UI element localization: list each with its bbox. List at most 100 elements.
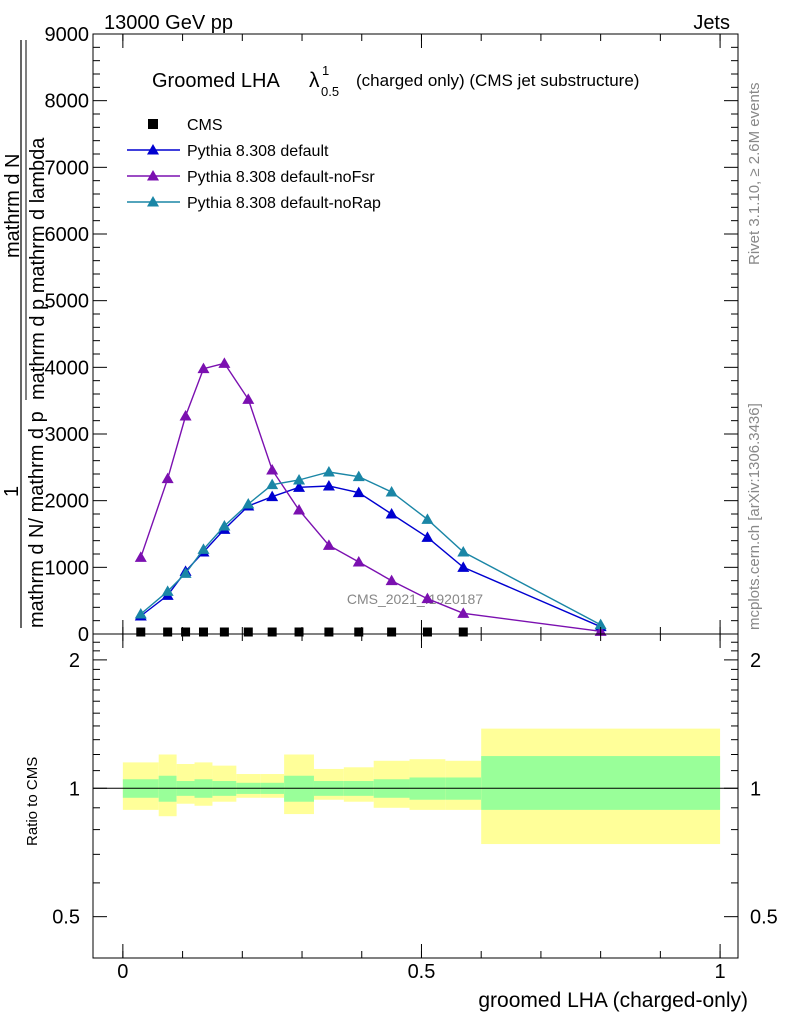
series-point-2-9 (352, 556, 365, 567)
main-title-group: Groomed LHA λ 1 0.5 (charged only) (CMS jet … (152, 63, 639, 99)
y-tick-label: 0 (78, 624, 89, 646)
series-point-3-9 (352, 470, 365, 482)
series-point-2-12 (457, 607, 470, 618)
series-point-2-6 (266, 464, 279, 475)
series-point-3-11 (421, 513, 434, 524)
legend-marker-1 (147, 144, 159, 155)
header-right: Jets (693, 12, 730, 34)
series-point-3-5 (242, 498, 255, 509)
series-point-2-11 (421, 592, 434, 604)
main-plot-background (93, 34, 738, 634)
x-tick-label: 0.5 (408, 961, 436, 983)
legend-label-1: Pythia 8.308 default (187, 143, 329, 160)
data-point-8 (324, 627, 334, 637)
main-watermark-group: CMS_2021_I1920187 (347, 591, 483, 607)
watermark-label: CMS_2021_I1920187 (347, 591, 483, 607)
series-point-2-0 (134, 551, 147, 562)
ratio-plot-frame (92, 633, 739, 959)
series-point-1-12 (457, 561, 470, 572)
ratio-y-tick-label-left: 0.5 (52, 907, 80, 929)
legend-label-0: CMS (187, 117, 223, 134)
y-tick-label: 6000 (45, 224, 90, 246)
series-point-3-7 (293, 474, 306, 485)
series-point-2-7 (293, 504, 306, 515)
data-point-1 (163, 627, 173, 637)
y-tick-label: 3000 (45, 424, 90, 446)
series-point-2-2 (179, 410, 192, 421)
series-point-3-1 (161, 585, 174, 596)
legend: CMS Pythia 8.308 default Pythia 8.308 defa… (127, 117, 381, 212)
ratio-y-axis-label: Ratio to CMS (24, 757, 41, 846)
y-tick-label: 8000 (45, 91, 90, 113)
series-point-3-12 (457, 546, 470, 557)
series-point-2-8 (322, 539, 335, 550)
ratio-y-tick-label-right: 2 (750, 650, 761, 672)
x-axis-label: groomed LHA (charged-only) (478, 989, 748, 1012)
series-point-1-10 (385, 508, 398, 519)
inner-band-13 (481, 756, 721, 810)
series-point-3-10 (385, 486, 398, 497)
data-point-12 (458, 627, 468, 637)
legend-marker-0 (148, 119, 158, 129)
series-point-1-8 (322, 480, 335, 491)
legend-label-2: Pythia 8.308 default-noFsr (187, 169, 375, 186)
y-tick-label: 1000 (45, 557, 90, 579)
ylabel-fraction-numerator: 1 (1, 486, 23, 497)
series-point-3-2 (179, 567, 192, 578)
data-point-2 (181, 627, 191, 637)
series-point-1-9 (352, 486, 365, 498)
main-series-group (134, 357, 607, 637)
data-point-11 (422, 627, 432, 637)
ratio-y-tick-label-right: 1 (750, 778, 761, 800)
data-point-4 (219, 627, 229, 637)
series-line-1 (140, 485, 601, 628)
y-tick-label: 2000 (45, 491, 90, 513)
main-plot-area (93, 34, 738, 634)
data-point-7 (294, 627, 304, 637)
series-point-2-4 (218, 357, 231, 368)
series-point-1-7 (293, 481, 306, 492)
ratio-bands-group (93, 728, 738, 845)
ratio-y-tick-label-left: 2 (69, 650, 80, 672)
y-tick-label: 5000 (45, 291, 90, 313)
series-point-3-6 (266, 478, 279, 490)
data-point-9 (354, 627, 364, 637)
data-point-3 (198, 627, 208, 637)
x-tick-label: 0 (117, 961, 128, 983)
chart-title-subscript: 0.5 (321, 84, 339, 99)
ylabel-inner-denominator: mathrm d p mathrm d lambda (27, 137, 49, 400)
series-point-3-3 (197, 543, 210, 554)
legend-marker-3 (147, 196, 159, 207)
rivet-label: Rivet 3.1.10, ≥ 2.6M events (746, 83, 763, 266)
chart-title: Groomed LHA (152, 70, 280, 92)
ratio-y-tick-label-left: 1 (69, 778, 80, 800)
series-point-2-10 (385, 574, 398, 586)
chart-title-superscript: 1 (322, 63, 329, 78)
series-point-2-3 (197, 362, 210, 374)
legend-marker-2 (147, 170, 159, 181)
data-point-5 (243, 627, 253, 637)
header-left: 13000 GeV pp (104, 12, 233, 34)
series-point-1-11 (421, 531, 434, 542)
data-point-0 (136, 627, 146, 637)
x-tick-label: 1 (715, 961, 726, 983)
series-point-2-5 (242, 393, 255, 404)
legend-label-3: Pythia 8.308 default-noRap (187, 195, 381, 212)
y-tick-label: 9000 (45, 24, 90, 46)
series-line-2 (140, 362, 601, 632)
data-point-10 (387, 627, 397, 637)
series-point-1-6 (266, 490, 279, 502)
ylabel-outer-denominator: mathrm d N/ mathrm d p (26, 411, 48, 628)
series-point-3-8 (322, 466, 335, 477)
chart-title-symbol: λ (309, 69, 320, 92)
ylabel-inner-numerator: mathrm d N (2, 154, 24, 258)
ratio-y-tick-label-right: 0.5 (750, 907, 778, 929)
series-point-3-4 (218, 520, 231, 531)
chart-title-suffix: (charged only) (CMS jet substructure) (356, 71, 639, 90)
series-line-3 (140, 471, 601, 626)
data-point-6 (267, 627, 277, 637)
ratio-axes-group: 0.5 0.5 1 1 2 2 0 0.5 1 groomed LHA (charged-only… (24, 633, 778, 1012)
